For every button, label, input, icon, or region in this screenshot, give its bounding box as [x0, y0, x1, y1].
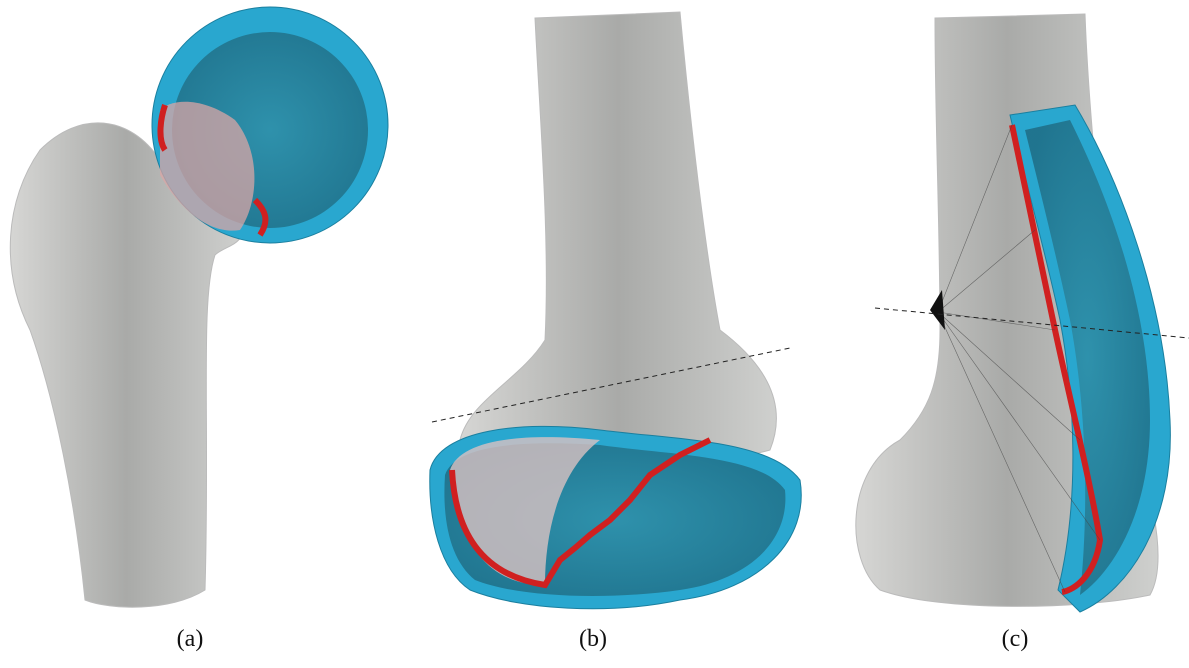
renders — [0, 0, 1189, 668]
render-c — [856, 14, 1189, 612]
render-b — [430, 12, 801, 609]
figure: (a) (b) (c) — [0, 0, 1189, 668]
caption: (b) — [553, 626, 633, 653]
caption: (a) — [150, 626, 230, 653]
caption: (c) — [975, 626, 1055, 653]
render-a — [10, 7, 388, 607]
